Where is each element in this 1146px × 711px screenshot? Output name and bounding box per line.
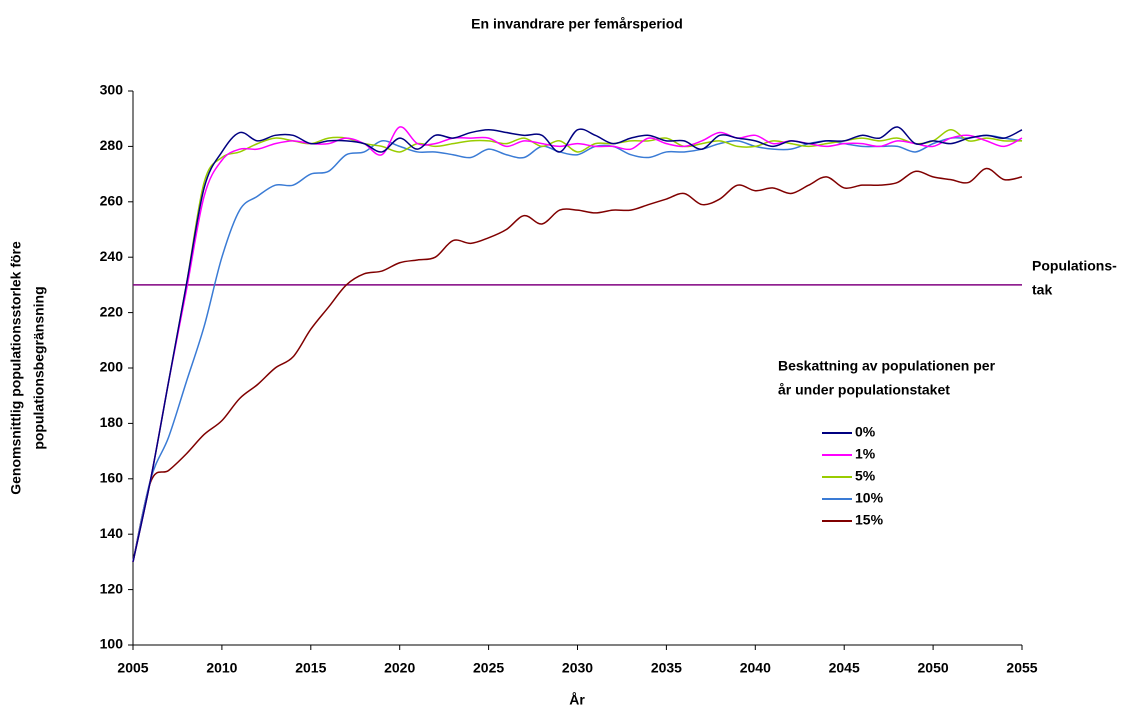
x-tick-label: 2040 [740,660,771,676]
legend-label: 10% [855,490,884,506]
y-tick-label: 240 [100,248,124,264]
series-line [132,126,1023,563]
series-line [132,129,1023,563]
y-tick-label: 100 [100,636,124,652]
y-tick-label: 180 [100,414,124,430]
x-axis-title: År [569,692,585,708]
y-tick-label: 280 [100,137,124,153]
series-line [132,126,1023,563]
legend-label: 15% [855,512,884,528]
y-tick-label: 220 [100,303,124,319]
series-line [132,167,1023,563]
x-tick-label: 2050 [918,660,949,676]
y-axis-title: Genomsnittlig populationsstorlek före [8,241,24,495]
y-tick-label: 260 [100,193,124,209]
legend-title: Beskattning av populationen per [778,358,996,374]
legend-title: år under populationstaket [778,382,950,398]
legend-label: 5% [855,468,876,484]
x-tick-label: 2035 [651,660,682,676]
legend-label: 0% [855,424,876,440]
x-tick-label: 2010 [206,660,237,676]
y-tick-label: 300 [100,82,124,98]
x-tick-label: 2015 [295,660,326,676]
chart-title: En invandrare per femårsperiod [471,16,683,32]
x-tick-label: 2025 [473,660,504,676]
y-tick-label: 140 [100,525,124,541]
y-tick-label: 120 [100,580,124,596]
x-tick-label: 2045 [829,660,860,676]
annotation-text: Populations- [1032,258,1117,274]
x-tick-label: 2005 [117,660,148,676]
annotation-text: tak [1032,282,1052,298]
x-tick-label: 2055 [1006,660,1037,676]
y-tick-label: 200 [100,359,124,375]
legend-label: 1% [855,446,876,462]
y-tick-label: 160 [100,470,124,486]
x-tick-label: 2020 [384,660,415,676]
x-tick-label: 2030 [562,660,593,676]
series-line [132,134,1023,563]
y-axis-title: populationsbegränsning [31,286,47,449]
